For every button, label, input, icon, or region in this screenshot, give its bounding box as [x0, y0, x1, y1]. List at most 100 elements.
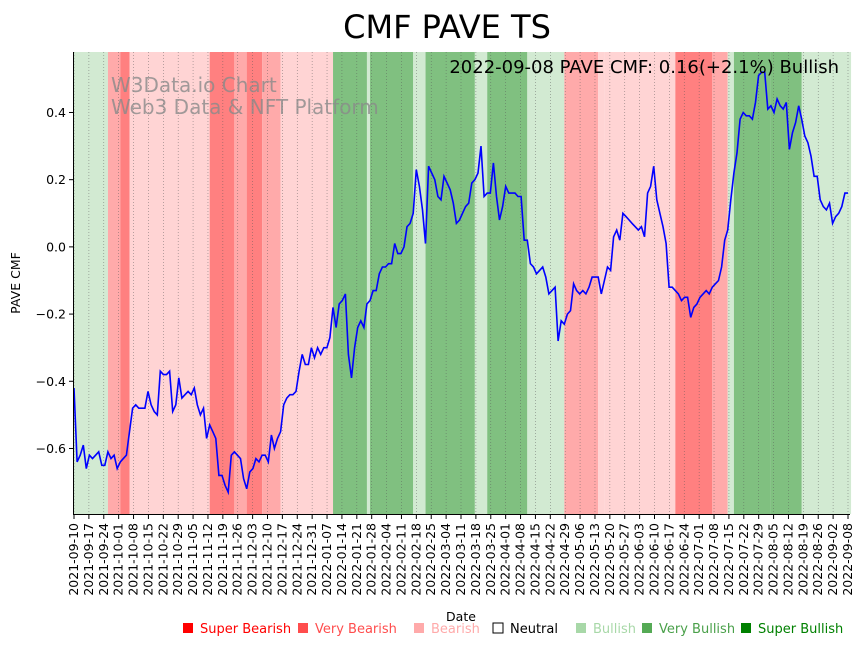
y-tick-label: −0.2	[36, 307, 66, 322]
region-very-bullish	[733, 52, 771, 514]
y-tick-label: −0.4	[36, 374, 66, 389]
region-bullish	[727, 52, 734, 514]
x-tick-label: 2022-08-26	[810, 523, 825, 596]
region-super-bearish	[209, 52, 235, 514]
x-axis-label: Date	[446, 609, 476, 624]
x-tick-label: 2021-09-24	[96, 523, 111, 596]
x-tick-label: 2022-06-17	[661, 523, 676, 596]
x-tick-label: 2022-02-25	[423, 523, 438, 596]
legend-label: Super Bullish	[758, 622, 843, 637]
x-tick-label: 2022-07-08	[706, 523, 721, 596]
legend-swatch	[298, 623, 308, 633]
region-super-bearish	[675, 52, 713, 514]
x-tick-label: 2022-06-03	[632, 523, 647, 596]
y-tick-label: 0.4	[46, 105, 66, 120]
x-tick-label: 2022-01-21	[349, 523, 364, 596]
x-tick-label: 2021-09-17	[81, 523, 96, 596]
region-very-bullish	[770, 52, 802, 514]
x-tick-label: 2022-07-29	[751, 523, 766, 596]
x-tick-label: 2021-09-10	[66, 523, 81, 596]
watermark-line-2: Web3 Data & NFT Platform	[111, 95, 379, 119]
x-tick-label: 2021-10-22	[155, 523, 170, 596]
region-bearish	[129, 52, 210, 514]
x-tick-label: 2021-11-19	[215, 523, 230, 596]
legend-swatch	[576, 623, 586, 633]
x-tick-label: 2021-12-10	[260, 523, 275, 596]
x-tick-label: 2021-12-03	[245, 523, 260, 596]
x-tick-label: 2022-09-08	[840, 523, 855, 596]
x-tick-label: 2022-01-07	[319, 523, 334, 596]
sentiment-regions	[74, 52, 852, 514]
legend-label: Super Bearish	[200, 622, 291, 637]
region-bullish	[74, 52, 108, 514]
y-axis-label: PAVE CMF	[8, 252, 23, 314]
x-tick-label: 2022-05-13	[587, 523, 602, 596]
cmf-series	[73, 71, 848, 496]
x-tick-label: 2022-07-15	[721, 523, 736, 596]
region-super-bearish	[120, 52, 130, 514]
x-tick-label: 2022-08-05	[766, 523, 781, 596]
x-axis-ticks: 2021-09-10 2021-09-17 2021-09-24 2021-10-01…	[66, 514, 855, 596]
x-tick-label: 2022-04-22	[542, 523, 557, 596]
x-tick-label: 2021-10-08	[126, 523, 141, 596]
x-tick-label: 2021-10-29	[170, 523, 185, 596]
chart-title: CMF PAVE TS	[343, 8, 551, 46]
x-tick-label: 2022-08-19	[795, 523, 810, 596]
region-bullish	[801, 52, 852, 514]
region-super-bearish	[246, 52, 263, 514]
region-bearish	[280, 52, 334, 514]
x-tick-label: 2022-02-04	[379, 523, 394, 596]
legend-label: Bullish	[593, 622, 636, 637]
chart-subtitle: 2022-09-08 PAVE CMF: 0.16(+2.1%) Bullish	[449, 57, 839, 78]
x-tick-label: 2022-03-04	[438, 523, 453, 596]
legend-swatch	[741, 623, 751, 633]
x-tick-label: 2022-04-01	[498, 523, 513, 596]
x-tick-label: 2022-05-20	[602, 523, 617, 596]
x-tick-label: 2022-04-08	[513, 523, 528, 596]
region-bearish	[598, 52, 605, 514]
x-tick-label: 2021-12-17	[274, 523, 289, 596]
region-very-bullish	[425, 52, 475, 514]
legend-swatch	[642, 623, 652, 633]
x-tick-label: 2022-02-11	[393, 523, 408, 596]
region-very-bearish	[262, 52, 281, 514]
region-bullish	[527, 52, 565, 514]
x-tick-label: 2021-12-24	[289, 523, 304, 596]
legend-label: Very Bearish	[315, 622, 397, 637]
x-tick-label: 2022-05-06	[572, 523, 587, 596]
x-tick-label: 2021-11-05	[185, 523, 200, 596]
region-very-bullish	[333, 52, 367, 514]
x-tick-label: 2022-01-28	[364, 523, 379, 596]
legend: Super Bearish Very Bearish Bearish Neutral B…	[183, 622, 843, 637]
legend-label: Bearish	[431, 622, 480, 637]
series-line	[73, 71, 848, 496]
watermark-line-1: W3Data.io Chart	[111, 73, 277, 97]
region-very-bearish	[234, 52, 247, 514]
legend-swatch	[414, 623, 424, 633]
x-tick-label: 2021-11-26	[230, 523, 245, 596]
x-tick-label: 2022-05-27	[617, 523, 632, 596]
region-very-bearish	[564, 52, 599, 514]
x-tick-label: 2022-07-22	[736, 523, 751, 596]
x-tick-label: 2021-11-12	[200, 523, 215, 596]
legend-label: Neutral	[510, 622, 558, 637]
vertical-gridlines	[73, 52, 849, 514]
y-tick-label: −0.6	[36, 441, 66, 456]
x-tick-label: 2022-04-29	[557, 523, 572, 596]
x-tick-label: 2022-01-14	[334, 523, 349, 596]
x-tick-label: 2022-06-24	[676, 523, 691, 596]
y-axis-ticks: −0.6 −0.4 −0.2 0.0 0.2 0.4	[36, 105, 74, 456]
region-very-bearish	[107, 52, 121, 514]
legend-swatch	[492, 622, 504, 634]
region-very-bearish	[712, 52, 728, 514]
x-tick-label: 2022-07-01	[691, 523, 706, 596]
x-tick-label: 2021-10-01	[111, 523, 126, 596]
legend-label: Very Bullish	[659, 622, 735, 637]
region-bullish	[413, 52, 426, 514]
region-very-bullish	[370, 52, 414, 514]
x-tick-label: 2021-10-15	[140, 523, 155, 596]
x-tick-label: 2022-02-18	[408, 523, 423, 596]
x-tick-label: 2022-04-15	[527, 523, 542, 596]
x-tick-label: 2021-12-31	[304, 523, 319, 596]
